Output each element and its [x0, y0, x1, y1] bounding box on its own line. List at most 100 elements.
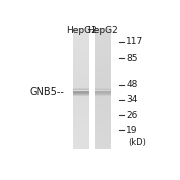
Bar: [73, 83, 89, 84]
Bar: [95, 40, 111, 41]
Bar: [73, 66, 89, 67]
Bar: [95, 94, 111, 95]
Bar: [95, 69, 111, 70]
Bar: [95, 58, 111, 59]
Bar: [95, 92, 111, 93]
Bar: [95, 139, 111, 140]
Bar: [95, 89, 111, 90]
Bar: [73, 119, 89, 120]
Bar: [95, 118, 111, 119]
Bar: [95, 124, 111, 125]
Bar: [73, 135, 89, 136]
Bar: [73, 35, 89, 36]
Bar: [95, 84, 111, 85]
Bar: [95, 138, 111, 139]
Bar: [73, 93, 89, 94]
Bar: [73, 76, 89, 77]
Bar: [73, 133, 89, 134]
Bar: [73, 97, 89, 98]
Bar: [95, 108, 111, 109]
Bar: [73, 52, 89, 53]
Bar: [95, 86, 111, 87]
Bar: [73, 79, 89, 80]
Bar: [95, 142, 111, 143]
Bar: [95, 134, 111, 135]
Bar: [73, 146, 89, 147]
Bar: [95, 53, 111, 54]
Bar: [73, 111, 89, 112]
Bar: [95, 71, 111, 72]
Bar: [73, 31, 89, 32]
Bar: [73, 61, 89, 62]
Bar: [95, 29, 111, 30]
Bar: [73, 109, 89, 110]
Bar: [73, 134, 89, 135]
Bar: [73, 77, 89, 78]
Bar: [73, 70, 89, 71]
Bar: [95, 68, 111, 69]
Bar: [95, 45, 111, 46]
Bar: [95, 135, 111, 136]
Bar: [95, 82, 111, 83]
Bar: [73, 104, 89, 105]
Bar: [73, 68, 89, 69]
Bar: [73, 148, 89, 149]
Bar: [95, 31, 111, 32]
Bar: [95, 140, 111, 141]
Bar: [95, 67, 111, 68]
Bar: [95, 136, 111, 137]
Bar: [73, 106, 89, 107]
Bar: [95, 63, 111, 64]
Bar: [73, 129, 89, 130]
Bar: [95, 61, 111, 62]
Bar: [95, 129, 111, 130]
Bar: [73, 64, 89, 65]
Bar: [73, 117, 89, 118]
Bar: [73, 94, 89, 95]
Text: HepG2: HepG2: [87, 26, 117, 35]
Bar: [95, 114, 111, 115]
Bar: [95, 95, 111, 96]
Bar: [95, 98, 111, 99]
Text: 85: 85: [126, 54, 138, 63]
Bar: [73, 131, 89, 132]
Bar: [73, 29, 89, 30]
Bar: [95, 32, 111, 33]
Bar: [95, 48, 111, 49]
Bar: [73, 122, 89, 123]
Bar: [73, 46, 89, 47]
Bar: [95, 123, 111, 124]
Bar: [95, 60, 111, 61]
Bar: [73, 139, 89, 140]
Bar: [73, 120, 89, 121]
Bar: [95, 42, 111, 43]
Bar: [95, 110, 111, 111]
Bar: [73, 51, 89, 52]
Bar: [95, 106, 111, 107]
Bar: [73, 137, 89, 138]
Bar: [73, 136, 89, 137]
Bar: [95, 87, 111, 88]
Bar: [73, 94, 89, 95]
Bar: [73, 116, 89, 117]
Bar: [73, 113, 89, 114]
Bar: [95, 55, 111, 56]
Bar: [95, 37, 111, 38]
Bar: [95, 133, 111, 134]
Bar: [95, 111, 111, 112]
Bar: [73, 127, 89, 128]
Bar: [73, 107, 89, 108]
Bar: [73, 87, 89, 88]
Bar: [73, 89, 89, 90]
Bar: [95, 112, 111, 113]
Bar: [95, 144, 111, 145]
Bar: [95, 75, 111, 76]
Bar: [95, 103, 111, 104]
Bar: [95, 147, 111, 148]
Bar: [95, 117, 111, 118]
Bar: [73, 86, 89, 87]
Bar: [95, 101, 111, 102]
Bar: [73, 37, 89, 38]
Bar: [95, 119, 111, 120]
Bar: [95, 122, 111, 123]
